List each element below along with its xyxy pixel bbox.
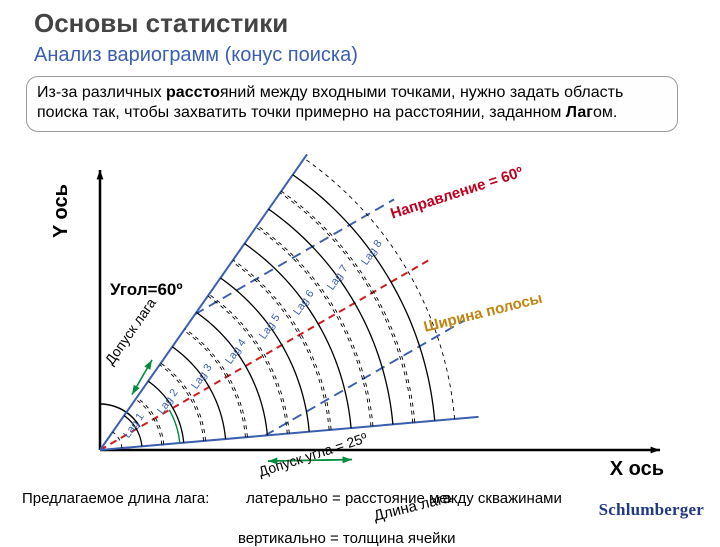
page-title: Основы статистики <box>34 8 288 39</box>
info-callout: Из-за различных расстояний между входным… <box>26 76 678 132</box>
footer-line-2: вертикально = толщина ячейки <box>238 530 456 547</box>
info-text-c: ом. <box>593 104 617 121</box>
footer-1b: латерально = расстояние между скважинами <box>246 490 562 507</box>
footer-1a: Предлагаемое длина лага: <box>22 490 242 507</box>
info-text-a: Из-за различных <box>37 84 166 101</box>
page-subtitle: Анализ вариограмм (конус поиска) <box>34 44 358 67</box>
footer-line-1: Предлагаемое длина лага: латерально = ра… <box>22 490 562 507</box>
schlumberger-logo: Schlumberger <box>599 500 704 520</box>
info-bold-1: рассто <box>166 84 220 101</box>
info-bold-2: Лаг <box>566 104 593 121</box>
